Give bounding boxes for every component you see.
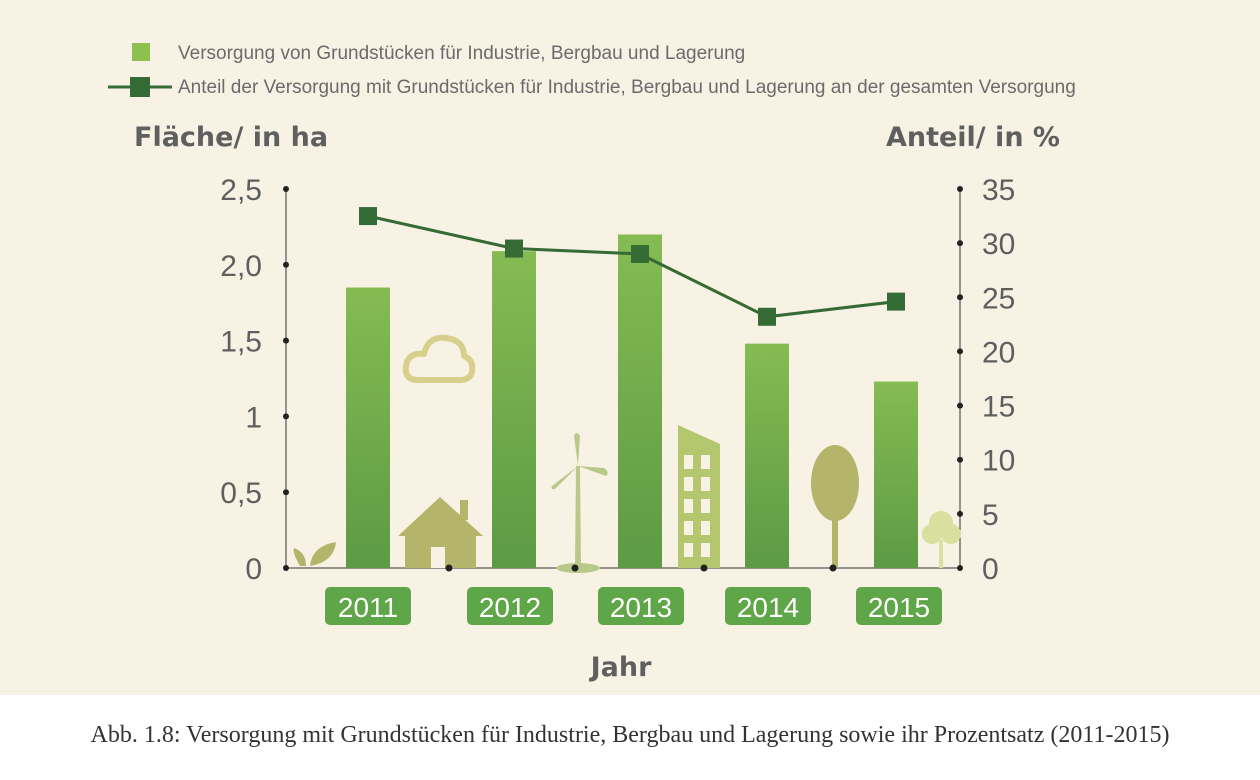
right-tick-label: 30 xyxy=(982,228,1015,261)
left-tick-label: 1,5 xyxy=(220,326,262,359)
bar-2012 xyxy=(492,251,536,568)
line-series xyxy=(359,207,905,326)
right-tick-label: 0 xyxy=(982,553,999,586)
year-label: 2014 xyxy=(737,592,799,623)
cloud-icon xyxy=(402,334,476,383)
right-tick-label: 10 xyxy=(982,445,1015,478)
x-axis-title: Jahr xyxy=(589,652,652,683)
x-axis-dot xyxy=(700,564,708,572)
figure-caption: Abb. 1.8: Versorgung mit Grundstücken fü… xyxy=(90,722,1170,748)
right-axis-ticks: 0 5 10 15 20 25 30 35 xyxy=(957,174,1015,586)
legend-bar-label: Versorgung von Grundstücken für Industri… xyxy=(178,43,745,64)
chart-svg: Versorgung von Grundstücken für Industri… xyxy=(108,43,1076,683)
x-axis-labels: 2011 2012 2013 2014 2015 xyxy=(325,587,942,625)
legend-line-marker xyxy=(130,77,150,97)
share-point-2012 xyxy=(505,239,523,258)
left-tick-label: 0 xyxy=(245,553,262,586)
left-tick-dot xyxy=(283,186,289,192)
x-axis-dot xyxy=(445,564,453,572)
x-axis-dot xyxy=(571,564,579,572)
year-badge-2013 xyxy=(598,587,684,625)
year-badge-2011 xyxy=(325,587,411,625)
right-tick-dot xyxy=(957,294,963,301)
year-badge-2015 xyxy=(856,587,942,625)
left-tick-dot xyxy=(283,565,289,571)
left-tick-dot xyxy=(283,489,289,496)
right-axis-title: Anteil/ in % xyxy=(886,122,1060,153)
right-tick-dot xyxy=(957,565,963,571)
right-tick-dot xyxy=(957,510,963,517)
x-axis-dot xyxy=(829,564,837,572)
x-axis-dots xyxy=(445,564,837,572)
decorations xyxy=(293,334,961,573)
small-tree-icon xyxy=(922,511,961,568)
right-tick-dot xyxy=(957,456,963,463)
bar-series xyxy=(346,234,918,569)
tree-icon xyxy=(811,445,859,568)
right-tick-dot xyxy=(957,240,963,247)
left-tick-label: 0,5 xyxy=(220,477,262,510)
share-point-2014 xyxy=(758,307,776,326)
left-tick-dot xyxy=(283,413,289,420)
right-tick-label: 5 xyxy=(982,499,999,532)
bar-2011 xyxy=(346,287,390,568)
sprout-icon xyxy=(293,542,336,566)
right-tick-dot xyxy=(957,186,963,192)
right-tick-dot xyxy=(957,402,963,409)
legend: Versorgung von Grundstücken für Industri… xyxy=(108,43,1076,98)
year-label: 2013 xyxy=(610,592,672,623)
legend-bar-swatch xyxy=(132,43,150,61)
left-tick-label: 1 xyxy=(245,401,262,434)
year-badge-2012 xyxy=(467,587,553,625)
left-tick-dot xyxy=(283,261,289,268)
share-point-2011 xyxy=(359,207,377,226)
left-axis-ticks: 0 0,5 1 1,5 2,0 2,5 xyxy=(220,174,289,586)
wind-turbine-icon xyxy=(551,433,608,573)
right-tick-label: 35 xyxy=(982,174,1015,207)
legend-line-label: Anteil der Versorgung mit Grundstücken f… xyxy=(178,77,1076,98)
left-axis-title: Fläche/ in ha xyxy=(134,122,328,153)
left-tick-label: 2,5 xyxy=(220,174,262,207)
right-tick-dot xyxy=(957,348,963,355)
year-badge-2014 xyxy=(725,587,811,625)
house-icon xyxy=(398,497,483,568)
year-label: 2015 xyxy=(868,592,930,623)
share-point-2015 xyxy=(887,292,905,311)
bar-2014 xyxy=(745,343,789,568)
left-tick-dot xyxy=(283,337,289,344)
building-icon xyxy=(678,425,720,568)
year-label: 2012 xyxy=(479,592,541,623)
left-tick-label: 2,0 xyxy=(220,250,262,283)
right-tick-label: 25 xyxy=(982,282,1015,315)
share-point-2013 xyxy=(631,244,649,263)
bar-2015 xyxy=(874,381,918,568)
year-label: 2011 xyxy=(338,592,398,623)
bar-2013 xyxy=(618,234,662,569)
right-tick-label: 15 xyxy=(982,391,1015,424)
right-tick-label: 20 xyxy=(982,336,1015,369)
